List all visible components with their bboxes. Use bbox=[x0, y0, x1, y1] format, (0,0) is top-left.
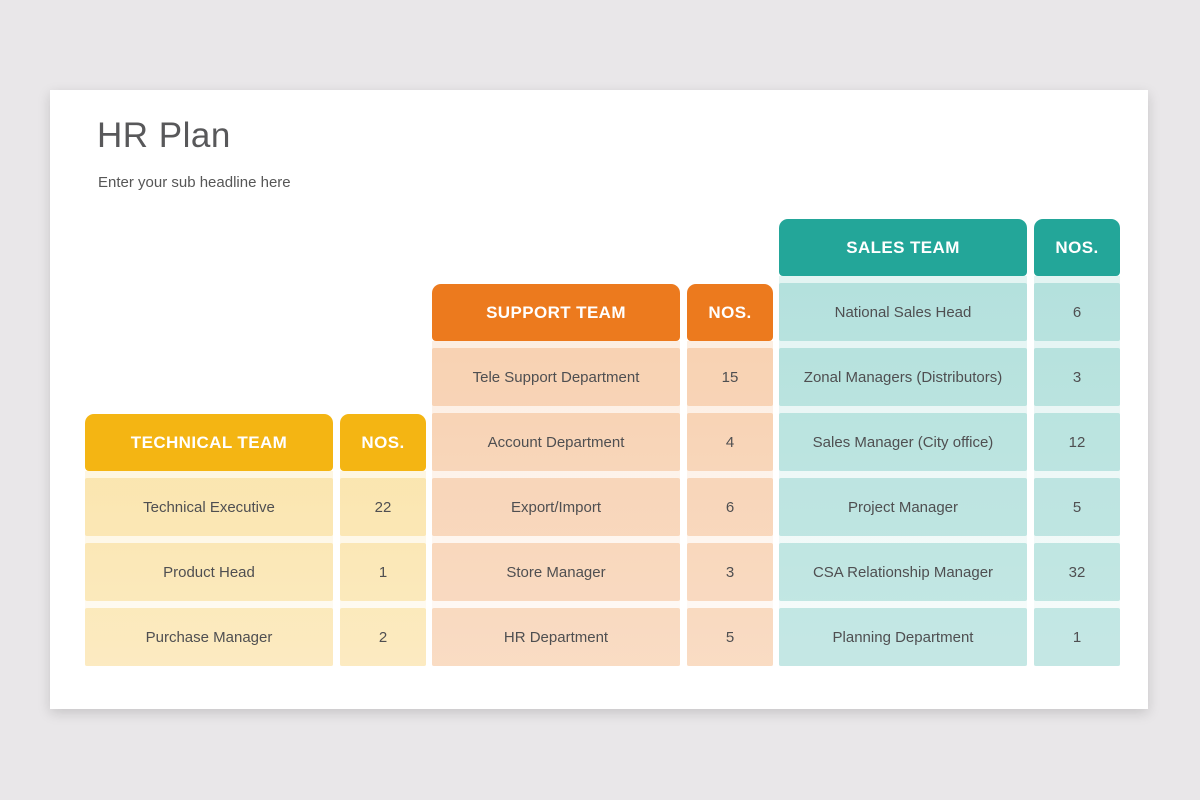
table-cell-nos: 32 bbox=[1034, 543, 1120, 601]
slide-card: HR Plan Enter your sub headline here TEC… bbox=[50, 90, 1148, 709]
table-cell-role: Technical Executive bbox=[85, 478, 333, 536]
table-cell-role: Store Manager bbox=[432, 543, 680, 601]
support-nos-header: NOS. bbox=[687, 284, 773, 341]
support-team-header: SUPPORT TEAM bbox=[432, 284, 680, 341]
support-team-table: SUPPORT TEAM Tele Support Department Acco… bbox=[432, 284, 773, 666]
table-cell-role: Planning Department bbox=[779, 608, 1027, 666]
table-cell-role: CSA Relationship Manager bbox=[779, 543, 1027, 601]
table-cell-nos: 12 bbox=[1034, 413, 1120, 471]
table-cell-role: Zonal Managers (Distributors) bbox=[779, 348, 1027, 406]
table-cell-nos: 22 bbox=[340, 478, 426, 536]
table-cell-nos: 6 bbox=[687, 478, 773, 536]
table-cell-role: Purchase Manager bbox=[85, 608, 333, 666]
page-title: HR Plan bbox=[97, 116, 231, 155]
table-cell-role: HR Department bbox=[432, 608, 680, 666]
technical-name-cells: Technical Executive Product Head Purchase … bbox=[85, 471, 333, 666]
table-cell-nos: 3 bbox=[1034, 348, 1120, 406]
sales-name-cells: National Sales Head Zonal Managers (Distr… bbox=[779, 276, 1027, 666]
technical-name-column: TECHNICAL TEAM Technical Executive Produc… bbox=[85, 414, 333, 666]
table-cell-nos: 1 bbox=[340, 543, 426, 601]
table-cell-role: Sales Manager (City office) bbox=[779, 413, 1027, 471]
sales-team-header: SALES TEAM bbox=[779, 219, 1027, 276]
table-cell-nos: 6 bbox=[1034, 283, 1120, 341]
table-cell-role: Product Head bbox=[85, 543, 333, 601]
technical-team-table: TECHNICAL TEAM Technical Executive Produc… bbox=[85, 414, 426, 666]
technical-nos-column: NOS. 22 1 2 bbox=[340, 414, 426, 666]
table-cell-nos: 2 bbox=[340, 608, 426, 666]
table-cell-nos: 3 bbox=[687, 543, 773, 601]
support-name-cells: Tele Support Department Account Departmen… bbox=[432, 341, 680, 666]
technical-nos-cells: 22 1 2 bbox=[340, 471, 426, 666]
table-cell-nos: 15 bbox=[687, 348, 773, 406]
table-cell-nos: 4 bbox=[687, 413, 773, 471]
sales-nos-column: NOS. 6 3 12 5 32 1 bbox=[1034, 219, 1120, 666]
sales-name-column: SALES TEAM National Sales Head Zonal Mana… bbox=[779, 219, 1027, 666]
table-cell-nos: 1 bbox=[1034, 608, 1120, 666]
table-cell-role: Project Manager bbox=[779, 478, 1027, 536]
support-nos-cells: 15 4 6 3 5 bbox=[687, 341, 773, 666]
technical-team-header: TECHNICAL TEAM bbox=[85, 414, 333, 471]
table-cell-nos: 5 bbox=[687, 608, 773, 666]
sales-nos-header: NOS. bbox=[1034, 219, 1120, 276]
support-nos-column: NOS. 15 4 6 3 5 bbox=[687, 284, 773, 666]
team-tables: TECHNICAL TEAM Technical Executive Produc… bbox=[85, 219, 1120, 666]
sales-team-table: SALES TEAM National Sales Head Zonal Mana… bbox=[779, 219, 1120, 666]
page-subtitle: Enter your sub headline here bbox=[98, 174, 291, 191]
table-cell-role: Tele Support Department bbox=[432, 348, 680, 406]
table-cell-role: National Sales Head bbox=[779, 283, 1027, 341]
table-cell-nos: 5 bbox=[1034, 478, 1120, 536]
support-name-column: SUPPORT TEAM Tele Support Department Acco… bbox=[432, 284, 680, 666]
table-cell-role: Account Department bbox=[432, 413, 680, 471]
table-cell-role: Export/Import bbox=[432, 478, 680, 536]
sales-nos-cells: 6 3 12 5 32 1 bbox=[1034, 276, 1120, 666]
technical-nos-header: NOS. bbox=[340, 414, 426, 471]
